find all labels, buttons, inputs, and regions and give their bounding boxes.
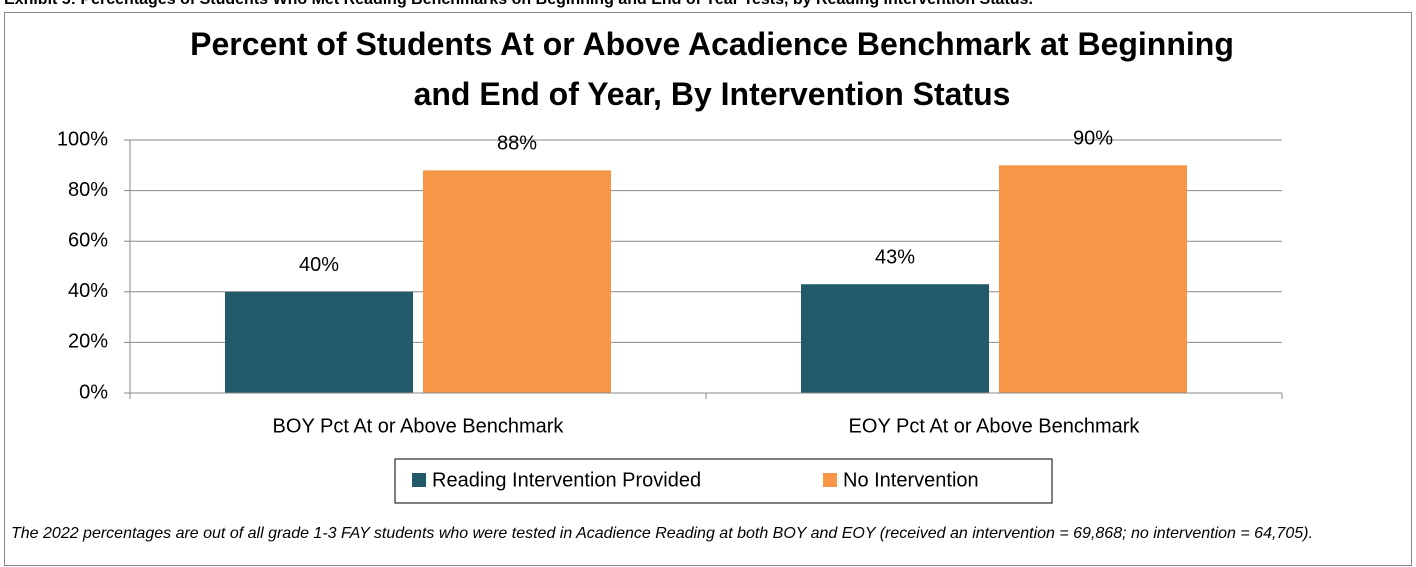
y-tick-label: 0%	[79, 381, 108, 403]
value-label: 43%	[875, 246, 915, 268]
legend-box	[394, 458, 1053, 504]
x-tick-label: BOY Pct At or Above Benchmark	[273, 415, 565, 437]
legend-swatch	[412, 473, 426, 487]
y-tick-label: 40%	[68, 280, 108, 302]
exhibit-caption: Exhibit 5: Percentages of Students Who M…	[4, 0, 1033, 9]
legend-swatch	[823, 473, 837, 487]
x-tick-label: EOY Pct At or Above Benchmark	[849, 415, 1141, 437]
y-tick-label: 80%	[68, 179, 108, 201]
value-label: 40%	[299, 254, 339, 276]
legend-label: No Intervention	[843, 469, 979, 491]
bar	[423, 170, 611, 393]
value-label: 90%	[1073, 128, 1113, 150]
value-label: 88%	[497, 133, 537, 155]
chart: 0% 20% 40% 60% 80% 100% BOY Pct At or Above Be…	[57, 128, 1283, 504]
chart-title: Percent of Students At or Above Acadienc…	[190, 26, 1234, 112]
legend-label: Reading Intervention Provided	[432, 469, 701, 491]
y-tick-label: 20%	[68, 331, 108, 353]
y-tick-label: 60%	[68, 229, 108, 251]
y-tick-label: 100%	[57, 128, 108, 150]
bar	[801, 284, 989, 393]
footnote: The 2022 percentages are out of all grad…	[11, 525, 1313, 542]
chart-frame: Percent of Students At or Above Acadienc…	[4, 12, 1412, 566]
bar	[225, 291, 413, 393]
bar	[999, 165, 1187, 393]
